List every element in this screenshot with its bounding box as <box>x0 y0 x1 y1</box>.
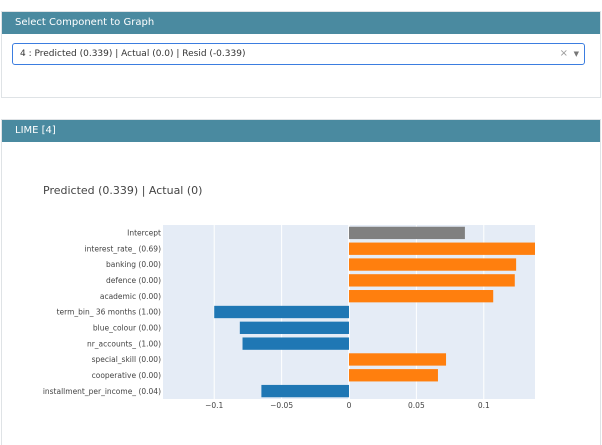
y-category-label: cooperative (0.00) <box>92 371 161 380</box>
lime-bar-chart: Intercept interest_rate_ (0.69) banking (0… <box>43 225 535 410</box>
bar[interactable] <box>349 369 438 382</box>
y-category-label: installment_per_income_ (0.04) <box>43 387 161 396</box>
y-category-label: Intercept <box>127 229 161 238</box>
component-dropdown[interactable]: 4 : Predicted (0.339) | Actual (0.0) | R… <box>12 43 585 65</box>
bar[interactable] <box>349 353 447 366</box>
bar[interactable] <box>214 305 349 319</box>
bar[interactable] <box>349 258 517 271</box>
y-category-label: nr_accounts_ (1.00) <box>87 339 161 348</box>
bar[interactable] <box>349 274 515 287</box>
clear-icon[interactable]: × <box>559 48 568 59</box>
y-category-label: special_skill (0.00) <box>92 355 161 364</box>
y-category-label: banking (0.00) <box>106 260 161 269</box>
bar[interactable] <box>242 337 349 350</box>
y-category-label: blue_colour (0.00) <box>93 324 161 333</box>
dropdown-selected-value: 4 : Predicted (0.339) | Actual (0.0) | R… <box>20 49 246 59</box>
x-axis-tick-labels: −0.1 −0.05 0 0.05 0.1 <box>205 401 490 410</box>
y-category-label: academic (0.00) <box>100 292 161 301</box>
chart-title: Predicted (0.339) | Actual (0) <box>43 184 203 197</box>
x-tick-label: 0 <box>347 401 352 410</box>
selector-panel-header: Select Component to Graph <box>2 12 600 34</box>
bar[interactable] <box>239 321 349 334</box>
x-tick-label: −0.1 <box>205 401 223 410</box>
chevron-down-icon[interactable]: ▼ <box>573 50 579 58</box>
x-tick-label: −0.05 <box>270 401 293 410</box>
y-category-label: term_bin_ 36 months (1.00) <box>57 308 161 317</box>
bar[interactable] <box>261 384 349 398</box>
y-category-label: interest_rate_ (0.69) <box>85 244 162 253</box>
bar[interactable] <box>349 242 535 255</box>
x-tick-label: 0.05 <box>408 401 425 410</box>
lime-panel-header: LIME [4] <box>2 120 600 142</box>
bars <box>214 226 535 398</box>
bar[interactable] <box>349 290 494 303</box>
bar[interactable] <box>349 226 465 240</box>
y-axis-labels: Intercept interest_rate_ (0.69) banking (0… <box>43 229 161 396</box>
y-category-label: defence (0.00) <box>106 276 161 285</box>
x-tick-label: 0.1 <box>478 401 490 410</box>
